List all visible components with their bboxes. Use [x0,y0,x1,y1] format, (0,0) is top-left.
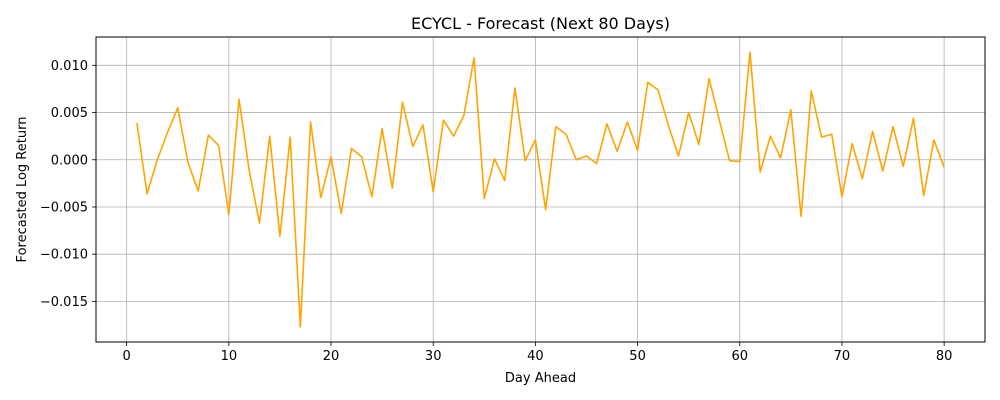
y-tick-label: 0.000 [51,153,88,168]
y-tick-label: 0.010 [51,59,88,74]
y-axis: −0.015 −0.010 −0.005 0.000 0.005 0.010 [40,59,96,310]
x-tick-label: 70 [834,349,851,364]
x-tick-label: 30 [425,349,442,364]
y-tick-label: −0.015 [40,295,88,310]
forecast-series-line [136,51,945,328]
series-layer [136,51,945,328]
x-tick-label: 40 [527,349,544,364]
y-tick-label: −0.005 [40,200,88,215]
x-tick-label: 0 [123,349,131,364]
x-tick-label: 60 [731,349,748,364]
x-tick-label: 10 [221,349,238,364]
x-axis: 0 10 20 30 40 50 60 70 80 [123,342,953,364]
x-tick-label: 50 [629,349,646,364]
x-tick-label: 20 [323,349,340,364]
x-axis-title: Day Ahead [505,371,576,386]
grid-lines [96,37,985,342]
y-tick-label: 0.005 [51,106,88,121]
plot-frame [95,36,986,343]
y-axis-title: Forecasted Log Return [15,117,30,263]
y-tick-label: −0.010 [40,248,88,263]
x-tick-label: 80 [936,349,953,364]
chart-title: ECYCL - Forecast (Next 80 Days) [411,14,670,33]
